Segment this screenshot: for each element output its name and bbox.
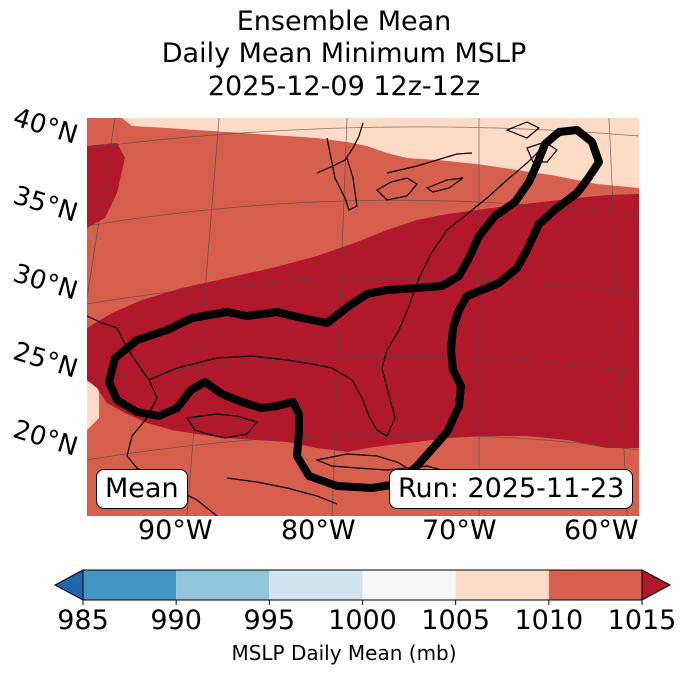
- colorbar-bin: [548, 570, 642, 600]
- colorbar-tick-label: 1010: [514, 605, 584, 636]
- colorbar-tick-label: 1000: [328, 605, 397, 636]
- colorbar-tick-label: 1015: [607, 605, 677, 636]
- lon-label-70w: 70°W: [422, 515, 497, 546]
- title-line-1: Ensemble Mean: [236, 6, 452, 37]
- colorbar-bin: [362, 570, 456, 600]
- colorbar-bin: [269, 570, 363, 600]
- contour-1015: [105, 126, 603, 492]
- pressure-map: [87, 118, 639, 516]
- lat-label-30n: 30°N: [9, 258, 82, 307]
- lon-label-60w: 60°W: [564, 515, 639, 546]
- colorbar-extend-low: [53, 569, 84, 601]
- colorbar-tick-label: 995: [243, 605, 296, 636]
- lat-label-20n: 20°N: [9, 414, 82, 463]
- run-label: Run: 2025-11-23: [389, 469, 634, 509]
- title-line-3: 2025-12-09 12z-12z: [207, 71, 481, 102]
- mean-label: Mean: [96, 469, 188, 509]
- lat-label-25n: 25°N: [9, 336, 82, 385]
- coastlines: [87, 121, 568, 516]
- lat-label-40n: 40°N: [9, 102, 82, 151]
- colorbar-tick-label: 1005: [421, 605, 491, 636]
- colorbar-extend-high: [641, 569, 672, 601]
- colorbar-label: MSLP Daily Mean (mb): [231, 641, 457, 665]
- colorbar-bin: [455, 570, 549, 600]
- colorbar-tick-label: 985: [57, 605, 109, 636]
- colorbar-bin: [83, 570, 177, 600]
- lat-label-35n: 35°N: [9, 180, 82, 229]
- lon-label-90w: 90°W: [138, 515, 213, 546]
- title-line-2: Daily Mean Minimum MSLP: [161, 38, 527, 69]
- colorbar-frame: [82, 569, 643, 601]
- colorbar-tick-label: 990: [150, 605, 202, 636]
- colorbar-bin: [176, 570, 270, 600]
- field-1005-1010-north: [87, 118, 639, 188]
- lon-label-80w: 80°W: [281, 515, 356, 546]
